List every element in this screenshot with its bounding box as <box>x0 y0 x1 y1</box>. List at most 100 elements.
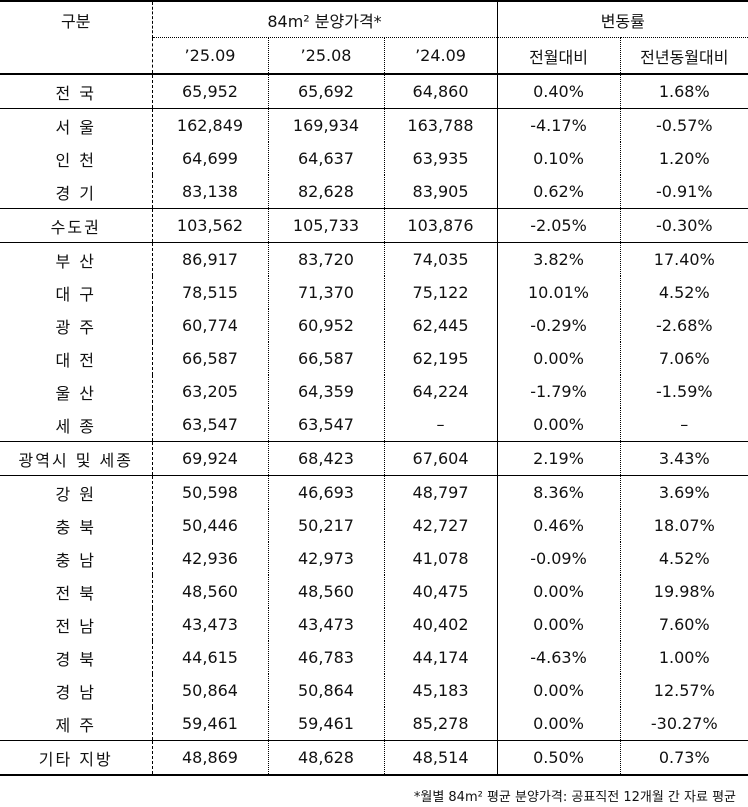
price-table: 구분 84m² 분양가격* 변동률 ’25.09 ’25.08 ’24.09 전… <box>0 0 748 776</box>
cell-v2: 63,547 <box>267 408 384 442</box>
cell-yoy: 0.73% <box>619 740 748 776</box>
cell-mom: 0.00% <box>496 707 621 741</box>
cell-mom: -0.29% <box>496 309 621 342</box>
row-label: 전 국 <box>55 83 97 103</box>
table-row: 대 전 66,587 66,587 62,195 0.00% 7.06% <box>0 342 748 375</box>
row-label: 경 남 <box>55 682 97 702</box>
cell-v3: 48,514 <box>383 740 498 776</box>
cell-v1: 162,849 <box>151 108 268 142</box>
row-label: 전 남 <box>55 616 97 636</box>
row-label: 강 원 <box>0 475 152 509</box>
cell-mom: 0.00% <box>496 674 621 707</box>
cell-v2: 169,934 <box>267 108 384 142</box>
cell-v3: 44,174 <box>383 641 498 674</box>
cell-mom: -0.09% <box>496 542 621 575</box>
row-label: 제 주 <box>55 715 97 735</box>
row-label: 대 전 <box>55 350 97 370</box>
cell-v2: 59,461 <box>267 707 384 741</box>
table-row: 전 국 65,952 65,692 64,860 0.40% 1.68% <box>0 74 748 109</box>
header-category: 구분 <box>0 0 152 75</box>
cell-yoy: -0.30% <box>619 208 748 243</box>
table-row: 기타 지방 48,869 48,628 48,514 0.50% 0.73% <box>0 740 748 776</box>
cell-mom: 0.00% <box>496 608 621 641</box>
cell-v1: 48,869 <box>151 740 268 776</box>
footnote: *월별 84m² 평균 분양가격: 공표직전 12개월 간 자료 평균 <box>413 790 736 805</box>
cell-v1: 78,515 <box>151 276 268 309</box>
cell-v1: 69,924 <box>151 441 268 476</box>
cell-yoy: -1.59% <box>619 375 748 408</box>
table-row: 전 남 43,473 43,473 40,402 0.00% 7.60% <box>0 608 748 641</box>
cell-v1: 50,864 <box>151 674 268 707</box>
cell-v2: 46,693 <box>267 475 384 509</box>
row-label: 대 구 <box>55 284 97 304</box>
cell-v3: 64,860 <box>383 74 498 109</box>
table-row: 경 기 83,138 82,628 83,905 0.62% -0.91% <box>0 175 748 209</box>
row-label: 수도권 <box>0 208 152 243</box>
cell-mom: -4.63% <box>496 641 621 674</box>
cell-v2: 71,370 <box>267 276 384 309</box>
cell-yoy: 3.69% <box>619 475 748 509</box>
cell-yoy: 1.00% <box>619 641 748 674</box>
cell-v3: 41,078 <box>383 542 498 575</box>
cell-yoy: 1.68% <box>619 74 748 109</box>
cell-v1: 66,587 <box>151 342 268 375</box>
cell-yoy: 4.52% <box>619 542 748 575</box>
row-label: 광 주 <box>55 317 97 337</box>
table-body: 전 국 65,952 65,692 64,860 0.40% 1.68% 서 울 162,84… <box>0 74 748 776</box>
header-mom: 전월대비 <box>496 37 621 75</box>
cell-mom: -2.05% <box>496 208 621 243</box>
cell-v3: 163,788 <box>383 108 498 142</box>
cell-v1: 43,473 <box>151 608 268 641</box>
cell-v2: 42,973 <box>267 542 384 575</box>
table-row: 대 구 78,515 71,370 75,122 10.01% 4.52% <box>0 276 748 309</box>
cell-v3: 63,935 <box>383 142 498 175</box>
cell-yoy: 4.52% <box>619 276 748 309</box>
cell-v2: 48,628 <box>267 740 384 776</box>
table-row: 수도권 103,562 105,733 103,876 -2.05% -0.30% <box>0 208 748 243</box>
cell-yoy: -0.91% <box>619 175 748 209</box>
cell-v2: 82,628 <box>267 175 384 209</box>
cell-v1: 103,562 <box>151 208 268 243</box>
cell-mom: 0.62% <box>496 175 621 209</box>
cell-mom: 0.40% <box>496 74 621 109</box>
cell-v1: 50,446 <box>151 509 268 542</box>
cell-v1: 42,936 <box>151 542 268 575</box>
cell-v2: 83,720 <box>267 242 384 276</box>
row-label: 인 천 <box>55 150 97 170</box>
cell-v1: 50,598 <box>151 475 268 509</box>
cell-yoy: 3.43% <box>619 441 748 476</box>
cell-v2: 105,733 <box>267 208 384 243</box>
table-row: 광역시 및 세종 69,924 68,423 67,604 2.19% 3.43% <box>0 441 748 476</box>
cell-v3: 40,475 <box>383 575 498 608</box>
cell-yoy: 18.07% <box>619 509 748 542</box>
cell-yoy: 1.20% <box>619 142 748 175</box>
cell-yoy: 7.60% <box>619 608 748 641</box>
cell-mom: 10.01% <box>496 276 621 309</box>
row-label: 경 북 <box>55 649 97 669</box>
cell-yoy: 12.57% <box>619 674 748 707</box>
table-row: 강 원 50,598 46,693 48,797 8.36% 3.69% <box>0 475 748 509</box>
cell-v2: 60,952 <box>267 309 384 342</box>
cell-yoy: -30.27% <box>619 707 748 741</box>
cell-v3: 48,797 <box>383 475 498 509</box>
cell-v3: – <box>383 408 498 442</box>
cell-v1: 86,917 <box>151 242 268 276</box>
table-row: 세 종 63,547 63,547–0.00% – <box>0 408 748 442</box>
cell-mom: 0.00% <box>496 342 621 375</box>
cell-mom: 3.82% <box>496 242 621 276</box>
cell-v2: 50,217 <box>267 509 384 542</box>
cell-yoy: 19.98% <box>619 575 748 608</box>
row-label: 부 산 <box>0 242 152 276</box>
row-label: 울 산 <box>55 383 97 403</box>
cell-mom: 8.36% <box>496 475 621 509</box>
cell-yoy: -0.57% <box>619 108 748 142</box>
cell-yoy: 17.40% <box>619 242 748 276</box>
cell-v3: 62,445 <box>383 309 498 342</box>
cell-v2: 43,473 <box>267 608 384 641</box>
cell-v3: 75,122 <box>383 276 498 309</box>
cell-v1: 83,138 <box>151 175 268 209</box>
cell-v2: 48,560 <box>267 575 384 608</box>
cell-v1: 44,615 <box>151 641 268 674</box>
cell-v1: 65,952 <box>151 74 268 109</box>
cell-yoy: -2.68% <box>619 309 748 342</box>
